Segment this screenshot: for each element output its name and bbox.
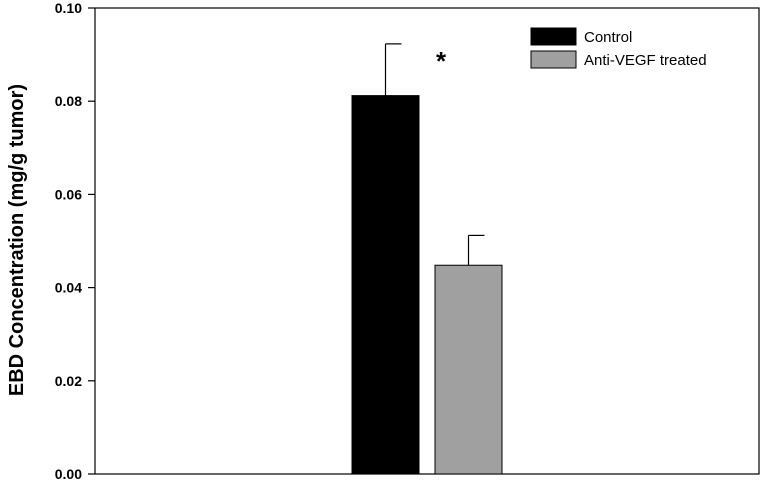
significance-asterisk: * — [436, 46, 447, 76]
bar-control — [351, 95, 420, 475]
legend-swatch-control — [530, 27, 577, 46]
y-tick-label: 0.08 — [55, 93, 82, 109]
legend-label-anti-vegf: Anti-VEGF treated — [584, 52, 707, 69]
y-axis-ticks: 0.00 0.02 0.04 0.06 0.08 0.10 — [55, 0, 95, 480]
legend-label-control: Control — [584, 29, 632, 46]
y-tick-label: 0.02 — [55, 373, 82, 389]
y-tick-label: 0.00 — [55, 466, 82, 480]
error-bars-group — [384, 43, 485, 266]
y-tick-label: 0.10 — [55, 0, 82, 16]
y-axis-label: EBD Concentration (mg/g tumor) — [6, 84, 28, 396]
legend: Control Anti-VEGF treated — [530, 27, 707, 69]
y-tick-label: 0.04 — [55, 280, 82, 296]
y-tick-label: 0.06 — [55, 186, 82, 202]
bar-anti-vegf-treated — [434, 264, 503, 475]
bars-group — [351, 95, 503, 475]
plot-frame — [94, 7, 760, 475]
legend-swatch-anti-vegf — [530, 50, 577, 69]
